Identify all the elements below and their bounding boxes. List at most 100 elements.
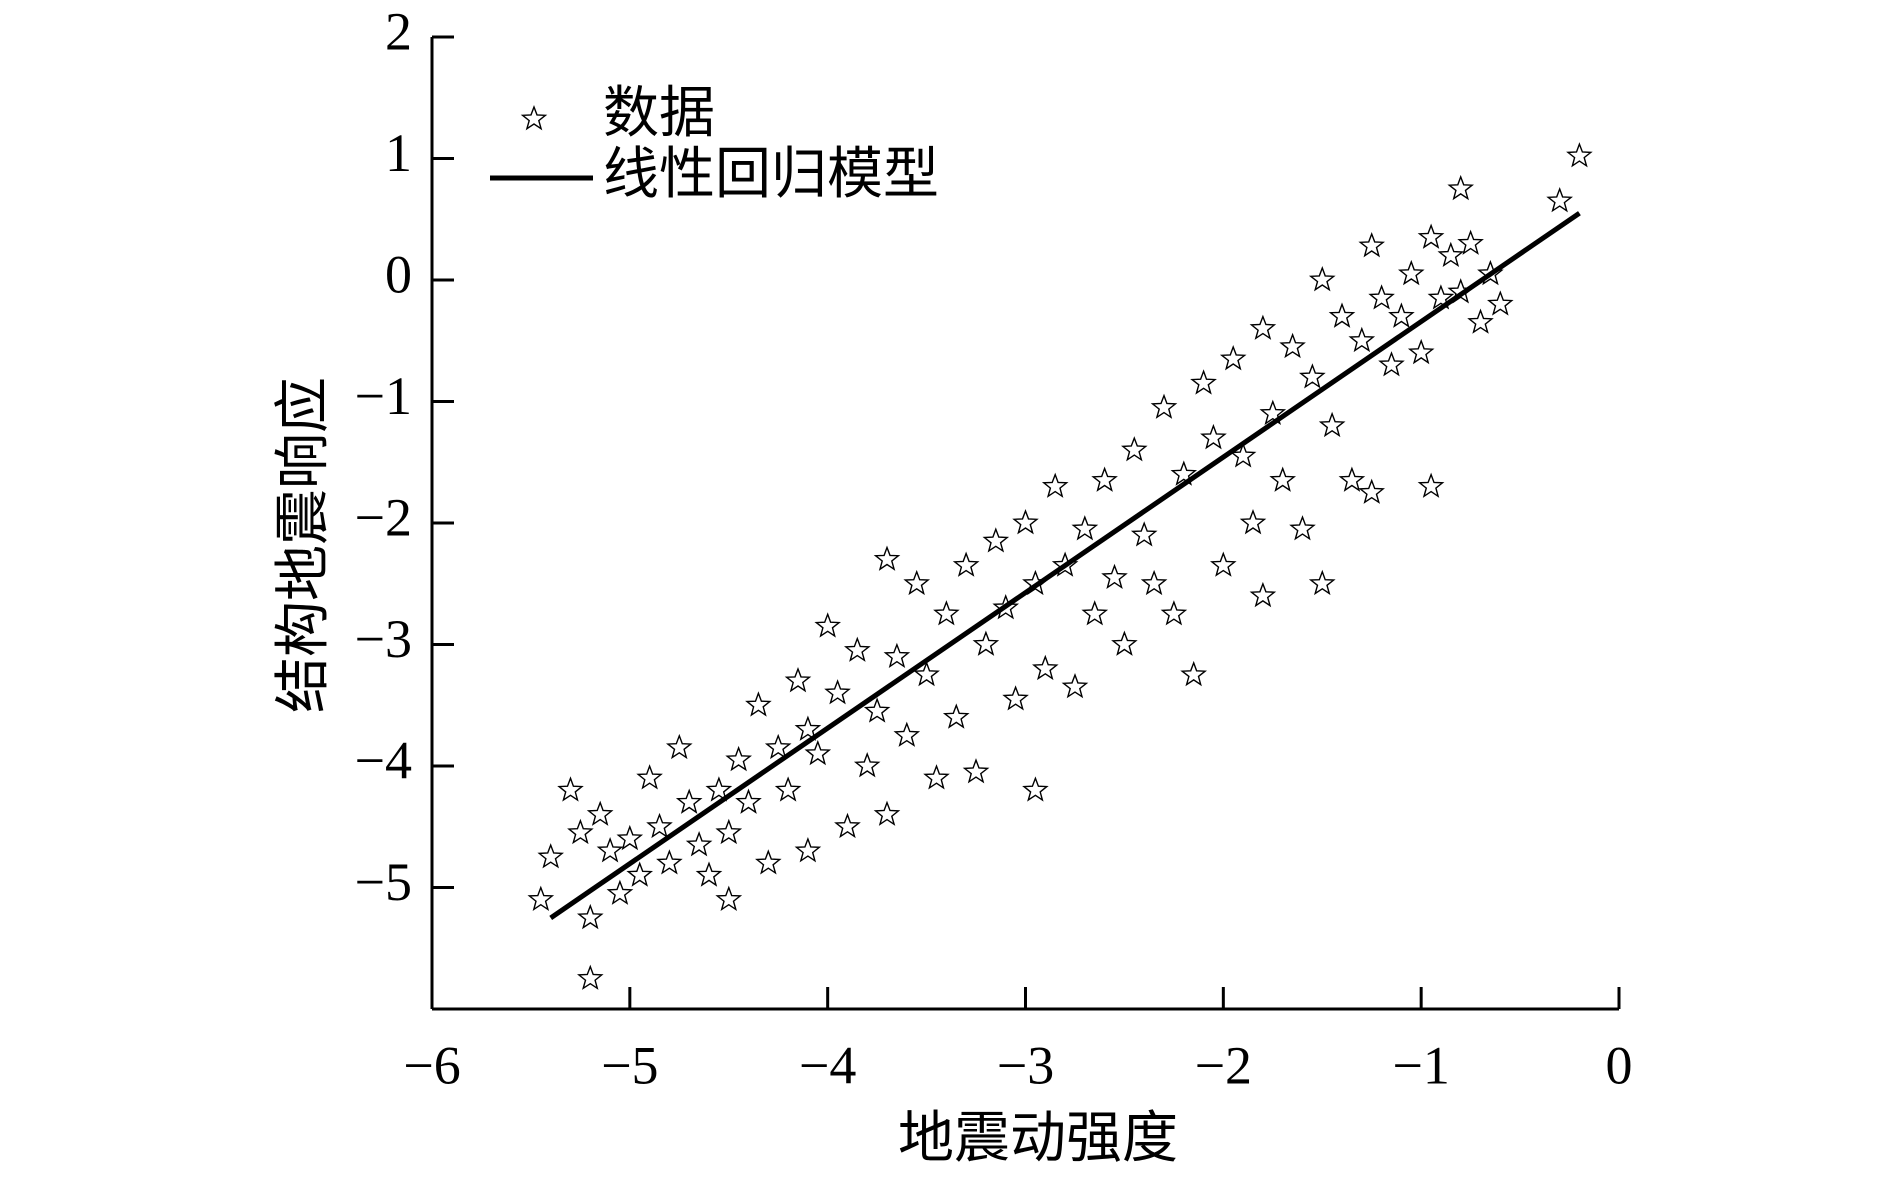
legend-label: 数据 bbox=[603, 83, 715, 145]
data-point bbox=[962, 758, 990, 784]
data-point bbox=[1180, 660, 1208, 687]
data-point bbox=[537, 843, 564, 869]
data-point bbox=[745, 691, 772, 717]
data-point bbox=[715, 818, 743, 845]
data-point bbox=[814, 612, 842, 638]
data-point bbox=[606, 879, 634, 905]
data-point bbox=[715, 885, 743, 912]
data-point bbox=[774, 776, 802, 802]
data-point bbox=[1417, 223, 1445, 249]
data-point bbox=[665, 733, 693, 760]
y-tick-label: −2 bbox=[355, 487, 412, 547]
data-point bbox=[1289, 515, 1316, 541]
data-point bbox=[1200, 423, 1227, 450]
data-point bbox=[942, 703, 970, 729]
data-point bbox=[685, 830, 713, 857]
data-point bbox=[755, 849, 782, 875]
data-point bbox=[1487, 290, 1514, 316]
data-point bbox=[952, 551, 980, 577]
data-point bbox=[1081, 600, 1109, 626]
data-point bbox=[656, 849, 683, 875]
data-point bbox=[923, 764, 950, 790]
data-point bbox=[1249, 581, 1277, 608]
legend-label: 线性回归模型 bbox=[603, 144, 939, 206]
data-point bbox=[1150, 393, 1178, 419]
data-point bbox=[1546, 186, 1574, 213]
x-tick-label: −1 bbox=[1392, 1035, 1449, 1095]
data-point bbox=[675, 788, 703, 814]
data-point bbox=[1427, 284, 1455, 310]
data-point bbox=[1061, 672, 1089, 699]
data-point bbox=[1407, 338, 1435, 365]
regression-line bbox=[549, 211, 1581, 920]
data-point bbox=[577, 964, 604, 990]
data-point bbox=[1160, 600, 1188, 626]
data-point bbox=[1210, 551, 1237, 577]
data-point bbox=[1298, 363, 1326, 389]
data-point bbox=[1398, 259, 1425, 286]
data-point bbox=[586, 800, 614, 826]
x-tick-label: −4 bbox=[799, 1035, 856, 1095]
data-point bbox=[735, 788, 762, 814]
data-point bbox=[1140, 569, 1168, 596]
data-point bbox=[1358, 232, 1386, 258]
data-point bbox=[1032, 654, 1059, 681]
y-axis-label: 结构地震响应 bbox=[273, 377, 335, 713]
x-tick-label: −3 bbox=[997, 1035, 1054, 1095]
data-point bbox=[804, 739, 832, 766]
data-point bbox=[725, 745, 753, 772]
data-point bbox=[1022, 776, 1049, 802]
data-point bbox=[1388, 302, 1415, 328]
data-point bbox=[972, 630, 1000, 656]
x-tick-label: −6 bbox=[403, 1035, 460, 1095]
data-point bbox=[853, 751, 881, 778]
data-point bbox=[557, 776, 584, 802]
data-point bbox=[1239, 509, 1267, 535]
data-point bbox=[1566, 142, 1593, 168]
data-point bbox=[1041, 472, 1069, 498]
data-point bbox=[1269, 466, 1297, 492]
data-point bbox=[1338, 466, 1366, 492]
x-axis-label: 地震动强度 bbox=[898, 1108, 1178, 1170]
data-point bbox=[1348, 326, 1376, 353]
data-point bbox=[1308, 569, 1336, 596]
data-point bbox=[1101, 563, 1128, 590]
data-point bbox=[903, 569, 931, 596]
data-point bbox=[1308, 265, 1336, 292]
y-tick-label: −1 bbox=[355, 366, 412, 426]
legend-marker bbox=[520, 105, 548, 131]
data-point bbox=[1378, 351, 1405, 377]
data-point bbox=[1012, 509, 1039, 535]
y-tick-label: −5 bbox=[355, 852, 412, 912]
y-tick-label: −3 bbox=[355, 609, 412, 669]
x-tick-label: −5 bbox=[601, 1035, 658, 1095]
x-tick-label: 0 bbox=[1606, 1035, 1633, 1095]
y-tick-label: 1 bbox=[385, 123, 412, 183]
data-point bbox=[576, 903, 604, 930]
data-point bbox=[1437, 241, 1465, 268]
data-point bbox=[1091, 466, 1118, 492]
y-tick-label: 0 bbox=[385, 244, 412, 304]
data-point bbox=[1121, 436, 1148, 462]
data-point bbox=[1457, 229, 1484, 255]
y-tick-label: −4 bbox=[355, 730, 412, 790]
x-tick-label: −2 bbox=[1195, 1035, 1252, 1095]
data-point bbox=[626, 861, 654, 887]
data-point bbox=[913, 660, 940, 687]
data-point bbox=[982, 527, 1010, 553]
y-tick-label: 2 bbox=[385, 1, 412, 61]
data-point bbox=[883, 642, 911, 669]
data-point bbox=[873, 800, 901, 826]
data-point bbox=[567, 818, 594, 845]
data-point bbox=[843, 636, 871, 662]
data-point bbox=[1279, 332, 1306, 359]
data-point bbox=[873, 545, 901, 571]
data-point bbox=[1111, 630, 1138, 656]
data-point bbox=[784, 667, 812, 693]
data-point bbox=[1002, 685, 1029, 711]
data-point bbox=[1328, 302, 1356, 328]
data-point bbox=[1318, 411, 1346, 438]
data-point bbox=[1190, 369, 1217, 395]
